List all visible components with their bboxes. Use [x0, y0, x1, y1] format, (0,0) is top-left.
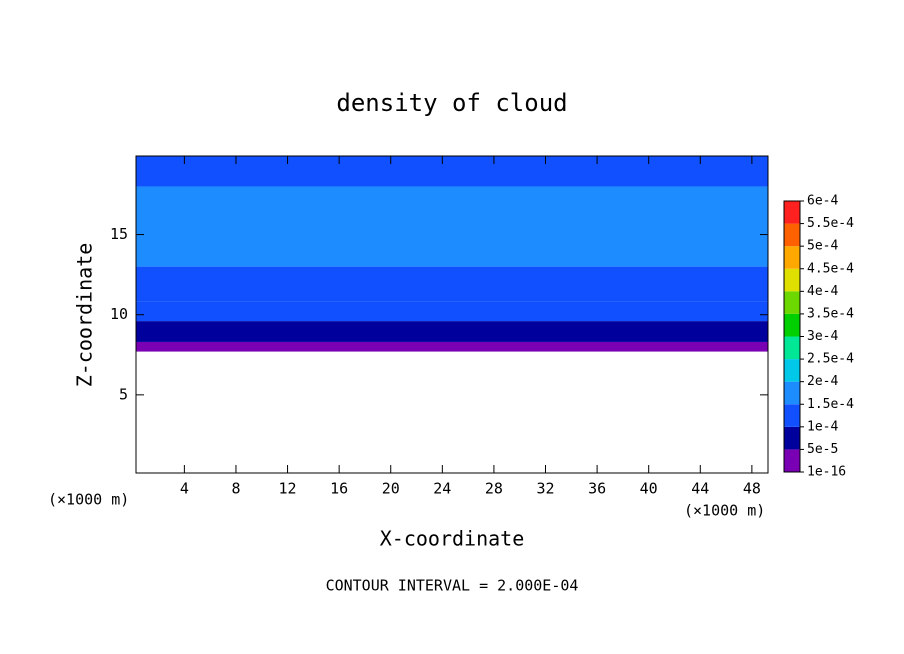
colorbar-swatch — [784, 313, 800, 337]
x-tick-label: 44 — [691, 480, 709, 498]
colorbar-label: 2e-4 — [807, 374, 838, 389]
colorbar-swatch — [784, 246, 800, 269]
contour-band — [136, 266, 768, 302]
y-tick-label: 5 — [119, 385, 128, 403]
colorbar-swatch — [784, 404, 800, 427]
colorbar-label: 5e-4 — [807, 239, 838, 254]
colorbar-swatch — [784, 359, 800, 382]
colorbar-label: 4e-4 — [807, 284, 838, 299]
y-axis-label: Z-coordinate — [73, 243, 97, 388]
colorbar-swatch — [784, 449, 800, 472]
y-unit: (×1000 m) — [48, 491, 129, 509]
x-tick-label: 12 — [279, 480, 297, 498]
x-tick-label: 20 — [382, 480, 400, 498]
x-tick-label: 24 — [433, 480, 451, 498]
colorbar-swatch — [784, 381, 800, 405]
colorbar-label: 1.5e-4 — [807, 397, 854, 412]
x-tick-label: 36 — [588, 480, 606, 498]
colorbar-swatch — [784, 223, 800, 247]
colorbar-swatch — [784, 201, 800, 224]
colorbar-label: 3e-4 — [807, 329, 838, 344]
colorbar-swatch — [784, 291, 800, 314]
colorbar-label: 6e-4 — [807, 194, 838, 209]
x-tick-label: 32 — [536, 480, 554, 498]
colorbar-label: 5.5e-4 — [807, 216, 854, 231]
colorbar-label: 2.5e-4 — [807, 352, 854, 367]
colorbar-swatch — [784, 268, 800, 292]
contour-band — [136, 301, 768, 322]
colorbar-label: 4.5e-4 — [807, 261, 854, 276]
contour-band — [136, 321, 768, 342]
colorbar-label: 5e-5 — [807, 442, 838, 457]
footer: CONTOUR INTERVAL = 2.000E-04 — [326, 577, 579, 595]
y-tick-label: 15 — [110, 225, 128, 243]
colorbar-swatch — [784, 426, 800, 450]
chart-title: density of cloud — [336, 89, 567, 117]
x-tick-label: 48 — [743, 480, 761, 498]
x-tick-label: 28 — [485, 480, 503, 498]
x-tick-label: 16 — [330, 480, 348, 498]
colorbar-label: 1e-4 — [807, 419, 838, 434]
contour-band — [136, 156, 768, 187]
x-axis-label: X-coordinate — [380, 527, 525, 551]
contour-band — [136, 186, 768, 267]
x-tick-label: 4 — [180, 480, 189, 498]
x-unit: (×1000 m) — [684, 502, 765, 520]
contour-band — [136, 341, 768, 352]
x-tick-label: 8 — [231, 480, 240, 498]
x-tick-label: 40 — [640, 480, 658, 498]
colorbar-label: 3.5e-4 — [807, 306, 854, 321]
colorbar-swatch — [784, 336, 800, 360]
colorbar-label: 1e-16 — [807, 465, 846, 480]
y-tick-label: 10 — [110, 305, 128, 323]
